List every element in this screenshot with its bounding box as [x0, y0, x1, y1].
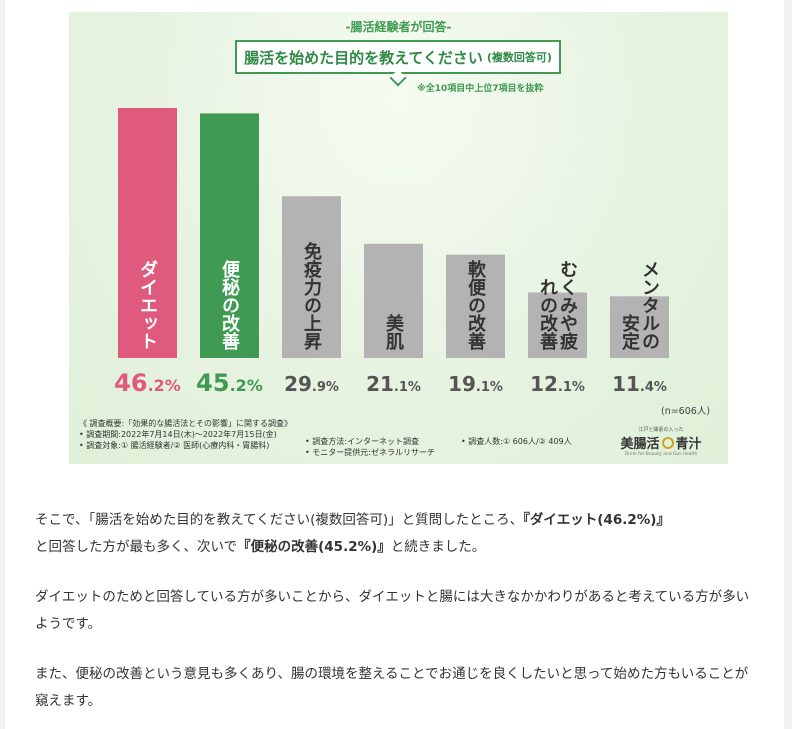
p1-highlight-diet: 『ダイエット(46.2%)』: [523, 512, 670, 528]
bar-value-label-7: 11.4%: [612, 372, 667, 396]
logo-name-right: 青汁: [675, 437, 702, 452]
logo-english: Drink for Beauty and Gut Health: [624, 452, 698, 457]
bar-value-label-5: 19.1%: [448, 372, 503, 396]
bar-category-label-3: 免疫力の上昇: [301, 241, 322, 351]
survey-method: • 調査方法:インターネット調査: [305, 437, 419, 446]
brand-logo: 江戸と酵素の入った 美腸活 青汁 Drink for Beauty and Gu…: [611, 426, 711, 460]
logo-mark: 美腸活 青汁: [611, 433, 711, 452]
bar-chart: ダイエット 46.2% 便秘の改善 45.2% 免疫力の上昇 29.9% 美肌 21.1% 軟便…: [114, 108, 669, 397]
p1-highlight-constipation: 『便秘の改善(45.2%)』: [237, 539, 391, 555]
bar-5: [446, 254, 505, 358]
bar-7: [610, 296, 669, 358]
survey-provider: • モニター提供元:ゼネラルリサーチ: [305, 448, 435, 457]
infographic-title-suffix: (複数回答可): [486, 51, 552, 64]
survey-infographic: -腸活経験者が回答- 腸活を始めた目的を教えてください (複数回答可) ※全10…: [69, 12, 728, 464]
infographic-title: 腸活を始めた目的を教えてください: [244, 48, 483, 67]
bar-2: [200, 113, 259, 358]
survey-overview: 《 調査概要:「効果的な腸活法とその影響」に関する調査》 • 調査期間:2022…: [79, 418, 292, 451]
bar-6: [528, 292, 587, 358]
left-edge: [0, 0, 5, 729]
bar-category-label-2: 便秘の改善: [219, 259, 240, 351]
bar-value-label-2: 45.2%: [196, 369, 263, 397]
article-paragraph-2: ダイエットのためと回答している方が多いことから、ダイエットと腸には大きなかかわり…: [35, 589, 750, 632]
survey-method-col: • 調査方法:インターネット調査 • モニター提供元:ゼネラルリサーチ: [305, 436, 435, 458]
logo-name-left: 美腸活: [620, 437, 660, 452]
survey-target: • 調査対象:① 腸活経験者/② 医師(心療内科・胃腸科): [79, 441, 270, 450]
bar-3: [282, 196, 341, 358]
p1-text-c: と回答した方が最も多く、次いで: [35, 539, 238, 555]
survey-period: • 調査期間:2022年7月14日(木)〜2022年7月15日(金): [79, 430, 277, 439]
bar-category-label-4: 美肌: [383, 313, 404, 351]
bar-category-label-7: メンタルの安定: [619, 260, 660, 351]
bar-1: [118, 108, 177, 358]
article-paragraph-3: また、便秘の改善という意見も多くあり、腸の環境を整えることでお通じを良くしたいと…: [35, 666, 749, 709]
bar-value-label-4: 21.1%: [366, 372, 421, 396]
bar-value-label-6: 12.1%: [530, 372, 585, 396]
survey-count: • 調査人数:① 606人/② 409人: [461, 437, 572, 446]
article-paragraph-1: そこで、「腸活を始めた目的を教えてください(複数回答可)」と質問したところ、『ダ…: [35, 507, 755, 561]
infographic-eyebrow: -腸活経験者が回答-: [345, 20, 452, 34]
sample-size-label: (n=606人): [661, 406, 711, 417]
p1-text-a: そこで、「腸活を始めた目的を教えてください(複数回答可)」と質問したところ、: [35, 512, 524, 528]
right-edge: [784, 0, 792, 729]
survey-overview-title: 《 調査概要:「効果的な腸活法とその影響」に関する調査》: [79, 419, 292, 428]
chart-note: ※全10項目中上位7項目を抜粋: [417, 84, 544, 94]
bar-category-label-5: 軟便の改善: [465, 259, 486, 351]
bar-value-label-1: 46.2%: [114, 369, 181, 397]
bar-value-label-3: 29.9%: [284, 372, 339, 396]
flower-icon: [661, 436, 674, 449]
survey-count-col: • 調査人数:① 606人/② 409人: [461, 436, 572, 447]
bar-category-label-6: むくみや疲れの改善: [537, 260, 578, 351]
p1-text-e: と続きました。: [390, 539, 486, 555]
bar-category-label-1: ダイエット: [137, 259, 158, 350]
logo-tagline: 江戸と酵素の入った: [638, 427, 684, 433]
bar-4: [364, 243, 423, 358]
